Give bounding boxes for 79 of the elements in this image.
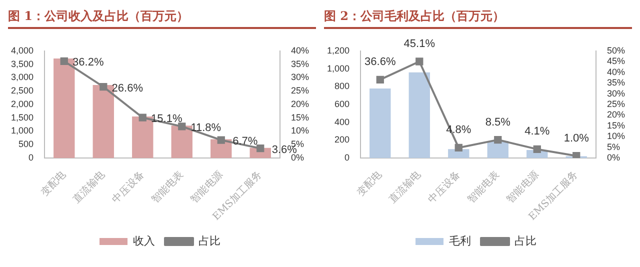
y2-tick-label: 35% bbox=[606, 78, 625, 88]
y2-tick-label: 20% bbox=[606, 110, 625, 120]
point bbox=[416, 58, 424, 66]
y-tick-label: 4,000 bbox=[10, 45, 34, 56]
bar bbox=[408, 72, 430, 158]
y2-tick-label: 0% bbox=[290, 152, 304, 162]
y-tick-label: 200 bbox=[334, 134, 350, 145]
data-label: 11.8% bbox=[190, 122, 222, 134]
point bbox=[60, 57, 68, 65]
point bbox=[178, 122, 186, 130]
y2-tick-label: 15% bbox=[606, 120, 625, 130]
y-tick-label: 1,000 bbox=[10, 126, 34, 136]
data-label: 26.6% bbox=[112, 82, 144, 94]
y-tick-label: 0 bbox=[344, 152, 350, 162]
point bbox=[100, 83, 108, 91]
y-tick-label: 500 bbox=[18, 139, 34, 150]
y2-tick-label: 15% bbox=[290, 112, 309, 122]
y2-tick-label: 40% bbox=[606, 66, 625, 77]
point bbox=[454, 144, 462, 152]
data-label: 4.1% bbox=[524, 126, 550, 138]
legend-label: 占比 bbox=[514, 234, 536, 248]
x-tick-label: 直流输电 bbox=[386, 168, 424, 206]
x-tick-label: 直流输电 bbox=[70, 168, 108, 206]
point bbox=[256, 144, 264, 152]
point bbox=[494, 136, 502, 144]
y2-tick-label: 30% bbox=[606, 88, 625, 98]
x-tick-label: 中压设备 bbox=[110, 168, 147, 206]
bar bbox=[448, 149, 470, 158]
data-label: 36.6% bbox=[364, 56, 396, 68]
y-tick-label: 1,200 bbox=[326, 45, 350, 56]
y-tick-label: 3,500 bbox=[10, 58, 34, 69]
point bbox=[138, 114, 146, 122]
bar bbox=[92, 84, 114, 158]
legend-label: 占比 bbox=[198, 234, 220, 248]
y2-tick-label: 5% bbox=[606, 142, 620, 152]
y-tick-label: 3,000 bbox=[10, 72, 34, 82]
y2-tick-label: 40% bbox=[290, 45, 309, 56]
x-tick-label: 智能电表 bbox=[149, 168, 186, 206]
x-tick-label: 变配电 bbox=[38, 168, 68, 198]
bar bbox=[54, 58, 75, 158]
y2-tick-label: 30% bbox=[290, 72, 309, 82]
data-label: 15.1% bbox=[151, 113, 182, 126]
y2-tick-label: 35% bbox=[290, 58, 309, 69]
data-label: 45.1% bbox=[404, 38, 436, 50]
chart-title: 图 1：公司收入及占比（百万元） bbox=[8, 8, 316, 29]
y-tick-label: 400 bbox=[334, 116, 350, 127]
point bbox=[217, 136, 225, 144]
y2-tick-label: 50% bbox=[606, 45, 625, 56]
data-label: 1.0% bbox=[564, 132, 590, 144]
y2-tick-label: 25% bbox=[290, 86, 309, 96]
x-tick-label: 变配电 bbox=[354, 168, 384, 198]
legend-label: 毛利 bbox=[449, 234, 471, 248]
bar bbox=[171, 126, 192, 158]
y-tick-label: 2,500 bbox=[10, 86, 34, 96]
data-label: 36.2% bbox=[72, 56, 104, 69]
y-tick-label: 600 bbox=[334, 98, 350, 109]
y2-tick-label: 10% bbox=[290, 126, 309, 136]
y-tick-label: 1,000 bbox=[326, 63, 350, 74]
y2-tick-label: 25% bbox=[606, 98, 625, 109]
point bbox=[376, 76, 384, 84]
legend-label: 收入 bbox=[133, 234, 155, 248]
y-tick-label: 1,500 bbox=[10, 112, 34, 122]
x-tick-label: 智能电源 bbox=[504, 168, 542, 206]
y2-tick-label: 20% bbox=[290, 98, 309, 109]
x-tick-label: 中压设备 bbox=[426, 168, 463, 206]
bar bbox=[132, 116, 154, 158]
data-label: 8.5% bbox=[485, 116, 511, 128]
point bbox=[533, 145, 541, 154]
y2-tick-label: 45% bbox=[606, 56, 625, 66]
bar bbox=[370, 88, 391, 158]
y2-tick-label: 10% bbox=[606, 131, 625, 142]
y-tick-label: 2,000 bbox=[10, 98, 34, 109]
chart-title: 图 2：公司毛利及占比（百万元） bbox=[324, 8, 632, 29]
x-tick-label: 智能电源 bbox=[188, 168, 226, 206]
y2-tick-label: 0% bbox=[606, 152, 620, 162]
y-tick-label: 0 bbox=[28, 152, 34, 162]
x-tick-label: 智能电表 bbox=[465, 168, 502, 206]
point bbox=[572, 152, 580, 158]
y-tick-label: 800 bbox=[334, 81, 350, 92]
